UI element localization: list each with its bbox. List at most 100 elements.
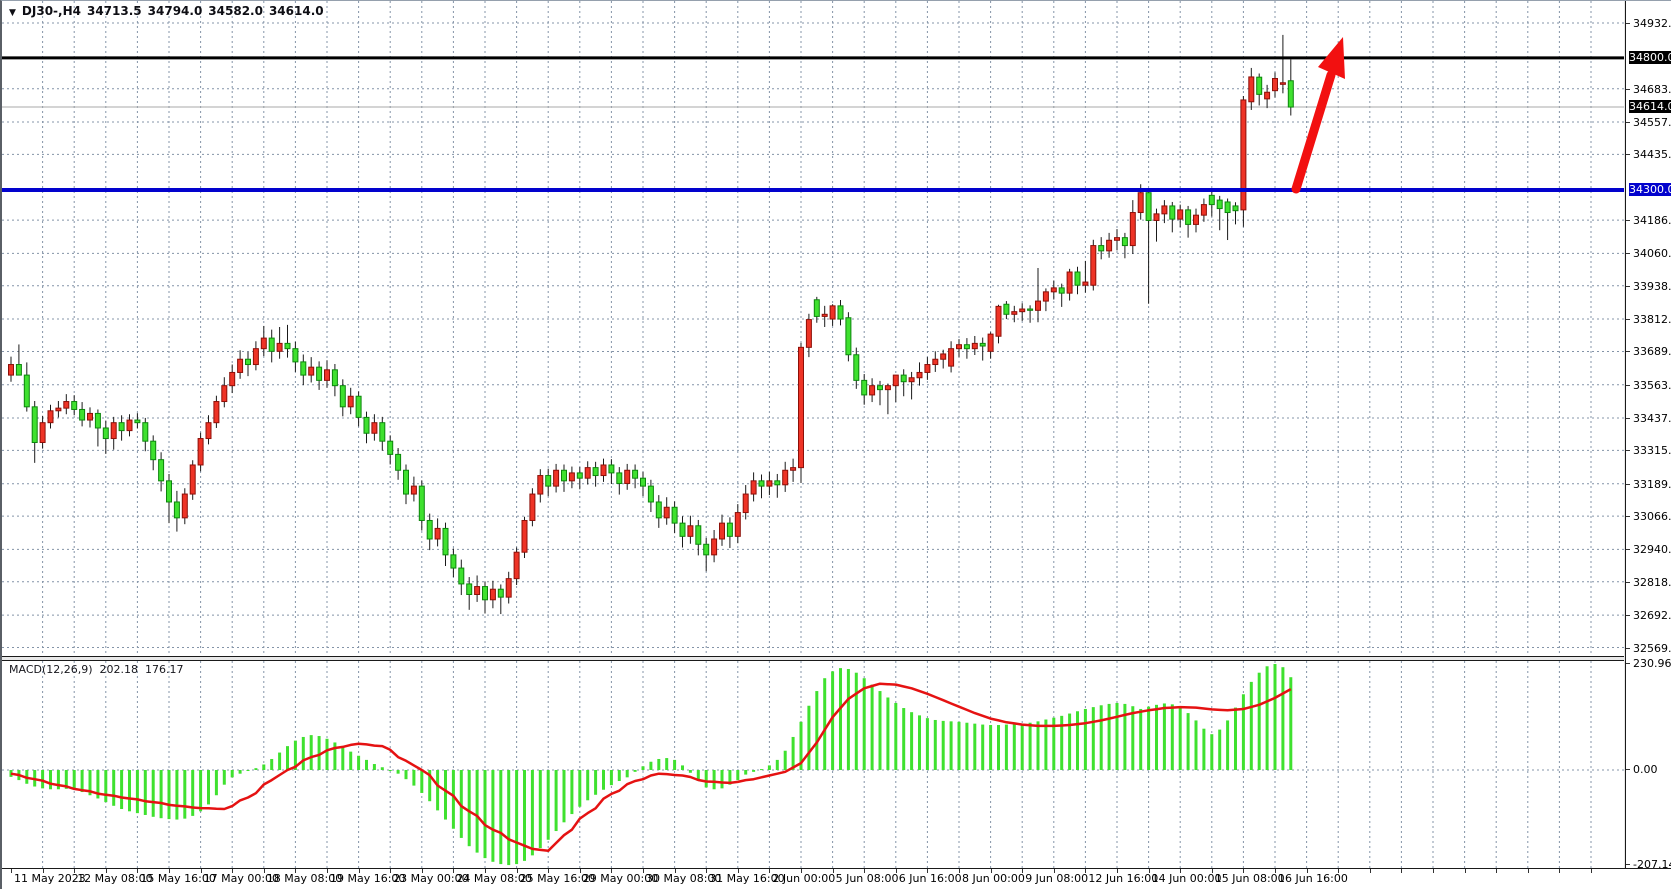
time-tickmark	[769, 869, 771, 873]
price-tickmark	[1626, 88, 1630, 90]
macd-histogram-bar	[167, 770, 171, 820]
time-tickmark	[1559, 869, 1561, 873]
candle-body	[15, 364, 22, 376]
candle-body	[853, 354, 860, 381]
price-tick-label: 33812.0	[1633, 313, 1671, 327]
macd-histogram-bar	[72, 770, 76, 790]
price-tickmark	[1626, 769, 1630, 770]
candle-body	[821, 313, 828, 317]
macd-histogram-bar	[933, 719, 937, 770]
candle-body	[1058, 287, 1065, 294]
price-tickmark	[1626, 483, 1630, 485]
macd-histogram-bar	[1012, 724, 1016, 770]
macd-histogram-bar	[483, 770, 487, 859]
candle-body	[719, 522, 725, 540]
candle-body	[576, 472, 583, 479]
price-tick-label: 33066.5	[1633, 510, 1671, 524]
time-tickmark	[327, 869, 328, 873]
macd-histogram-bar	[1281, 667, 1285, 770]
trend-arrow-head[interactable]	[1318, 37, 1345, 79]
macd-histogram-bar	[207, 770, 210, 805]
macd-histogram-bar	[388, 770, 392, 771]
macd-histogram-bar	[1020, 723, 1024, 770]
time-tick-label: 8 Jun 00:00	[962, 872, 1025, 885]
time-tickmark	[1496, 869, 1498, 873]
macd-histogram-bar	[1091, 707, 1095, 770]
candle-body	[339, 385, 346, 408]
time-tick-label: 15 Jun 08:00	[1214, 872, 1285, 885]
macd-histogram-bar	[815, 691, 819, 770]
candle-body	[679, 522, 686, 537]
candle-body	[1145, 192, 1152, 221]
time-tickmark	[579, 869, 581, 873]
candle-body	[608, 464, 615, 474]
candle-body	[1137, 192, 1144, 214]
time-scale[interactable]: 11 May 2023 12 May 08:00 15 May 16:00 17 Ma…	[2, 868, 1671, 889]
title-symbol-period: DJ30-,H4	[21, 4, 81, 18]
time-tick-label: 15 May 16:00	[140, 872, 216, 885]
chart-title: ▼ DJ30-,H4 34713.5 34794.0 34582.0 34614.0	[9, 4, 330, 18]
macd-histogram-bar	[767, 765, 771, 770]
price-tickmark	[1626, 253, 1630, 255]
price-tick-label: 32940.5	[1633, 543, 1671, 557]
time-tickmark	[1369, 869, 1371, 873]
macd-histogram-bar	[728, 770, 732, 785]
candle-body	[1287, 80, 1294, 108]
macd-indicator-label: MACD(12,26,9) 202.18 176.17	[9, 663, 191, 676]
price-tickmark	[1626, 319, 1630, 321]
macd-histogram-bar	[602, 770, 605, 790]
macd-histogram-bar	[80, 770, 84, 793]
candle-body	[1200, 204, 1207, 216]
candle-body	[711, 538, 718, 556]
time-tick-label: 17 May 00:00	[203, 872, 280, 885]
price-scale[interactable]: 34932.0 34683.5 34557.5 34435.0 34186.5 34060…	[1625, 1, 1671, 871]
candle-body	[403, 469, 409, 495]
trend-arrow-shaft[interactable]	[1291, 70, 1336, 194]
candle-body	[1066, 271, 1073, 294]
candle-body	[63, 401, 70, 409]
candle-body	[703, 543, 710, 556]
time-tickmark	[1148, 869, 1150, 873]
candle-body	[395, 453, 402, 471]
time-tickmark	[516, 869, 518, 873]
candle-body	[347, 395, 354, 408]
macd-histogram-bar	[831, 671, 835, 770]
macd-histogram-bar	[293, 740, 297, 770]
candle-body	[489, 588, 496, 601]
candle-body	[324, 369, 330, 381]
candle-body	[537, 475, 544, 495]
time-tick-label: 31 May 16:00	[709, 872, 785, 885]
macd-histogram-bar	[1170, 704, 1174, 770]
price-tickmark	[1626, 450, 1630, 452]
macd-histogram-bar	[499, 770, 503, 865]
macd-histogram-bar	[997, 725, 1000, 770]
time-tickmark	[295, 869, 297, 873]
candle-body	[300, 361, 307, 376]
candle-body	[284, 342, 291, 350]
candle-body	[134, 419, 141, 424]
time-tickmark	[390, 869, 392, 873]
candle-body	[529, 493, 536, 521]
macd-histogram-bar	[688, 770, 692, 773]
candle-body	[513, 551, 520, 580]
macd-histogram-bar	[143, 770, 147, 815]
candle-body	[624, 469, 631, 484]
time-tick-label: 24 May 08:00	[456, 872, 532, 885]
time-tickmark	[1211, 869, 1213, 873]
time-tick-label: 29 May 00:00	[582, 872, 659, 885]
candle-body	[750, 480, 757, 495]
candle-body	[1161, 205, 1168, 215]
macd-histogram-bar	[918, 715, 921, 770]
candle-body	[252, 348, 259, 366]
macd-pane[interactable]	[2, 660, 1624, 869]
price-tickmark	[1626, 418, 1630, 420]
time-tickmark	[42, 869, 44, 873]
macd-histogram-bar	[88, 770, 92, 796]
macd-histogram-bar	[1202, 728, 1206, 770]
candle-body	[568, 472, 575, 482]
symbol-dropdown-icon[interactable]: ▼	[9, 8, 16, 18]
macd-histogram-bar	[475, 770, 479, 853]
macd-histogram-bar	[562, 770, 566, 823]
main-chart-pane[interactable]	[2, 1, 1624, 657]
time-tickmark	[674, 869, 676, 873]
